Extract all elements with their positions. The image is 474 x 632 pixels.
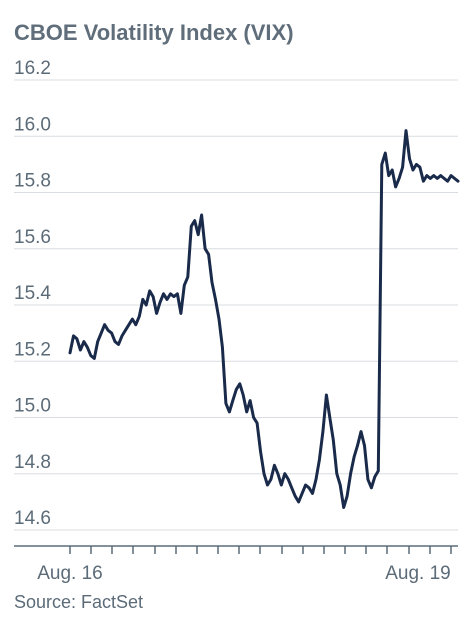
series-line [68,129,460,509]
y-tick-label: 15.8 [14,171,51,192]
chart-source: Source: FactSet [14,592,144,612]
x-tick-label: Aug. 16 [37,563,103,584]
y-tick-label: 14.8 [14,452,51,473]
y-tick-label: 14.6 [14,508,51,529]
x-axis [14,545,458,554]
y-tick-labels: 14.6 14.8 15.0 15.2 15.4 15.6 15.8 16.0 16.2 [14,58,51,529]
y-tick-label: 15.2 [14,339,51,360]
x-tick-label: Aug. 19 [385,563,451,584]
grid-layer [14,79,458,531]
y-tick-label: 15.6 [14,227,51,248]
y-tick-label: 15.4 [14,283,51,304]
y-tick-label: 15.0 [14,396,51,417]
y-tick-label: 16.0 [14,114,51,135]
chart-title: CBOE Volatility Index (VIX) [14,20,294,45]
series-layer [68,129,460,509]
x-tick-labels: Aug. 16 Aug. 19 [37,563,451,584]
y-tick-label: 16.2 [14,58,51,79]
